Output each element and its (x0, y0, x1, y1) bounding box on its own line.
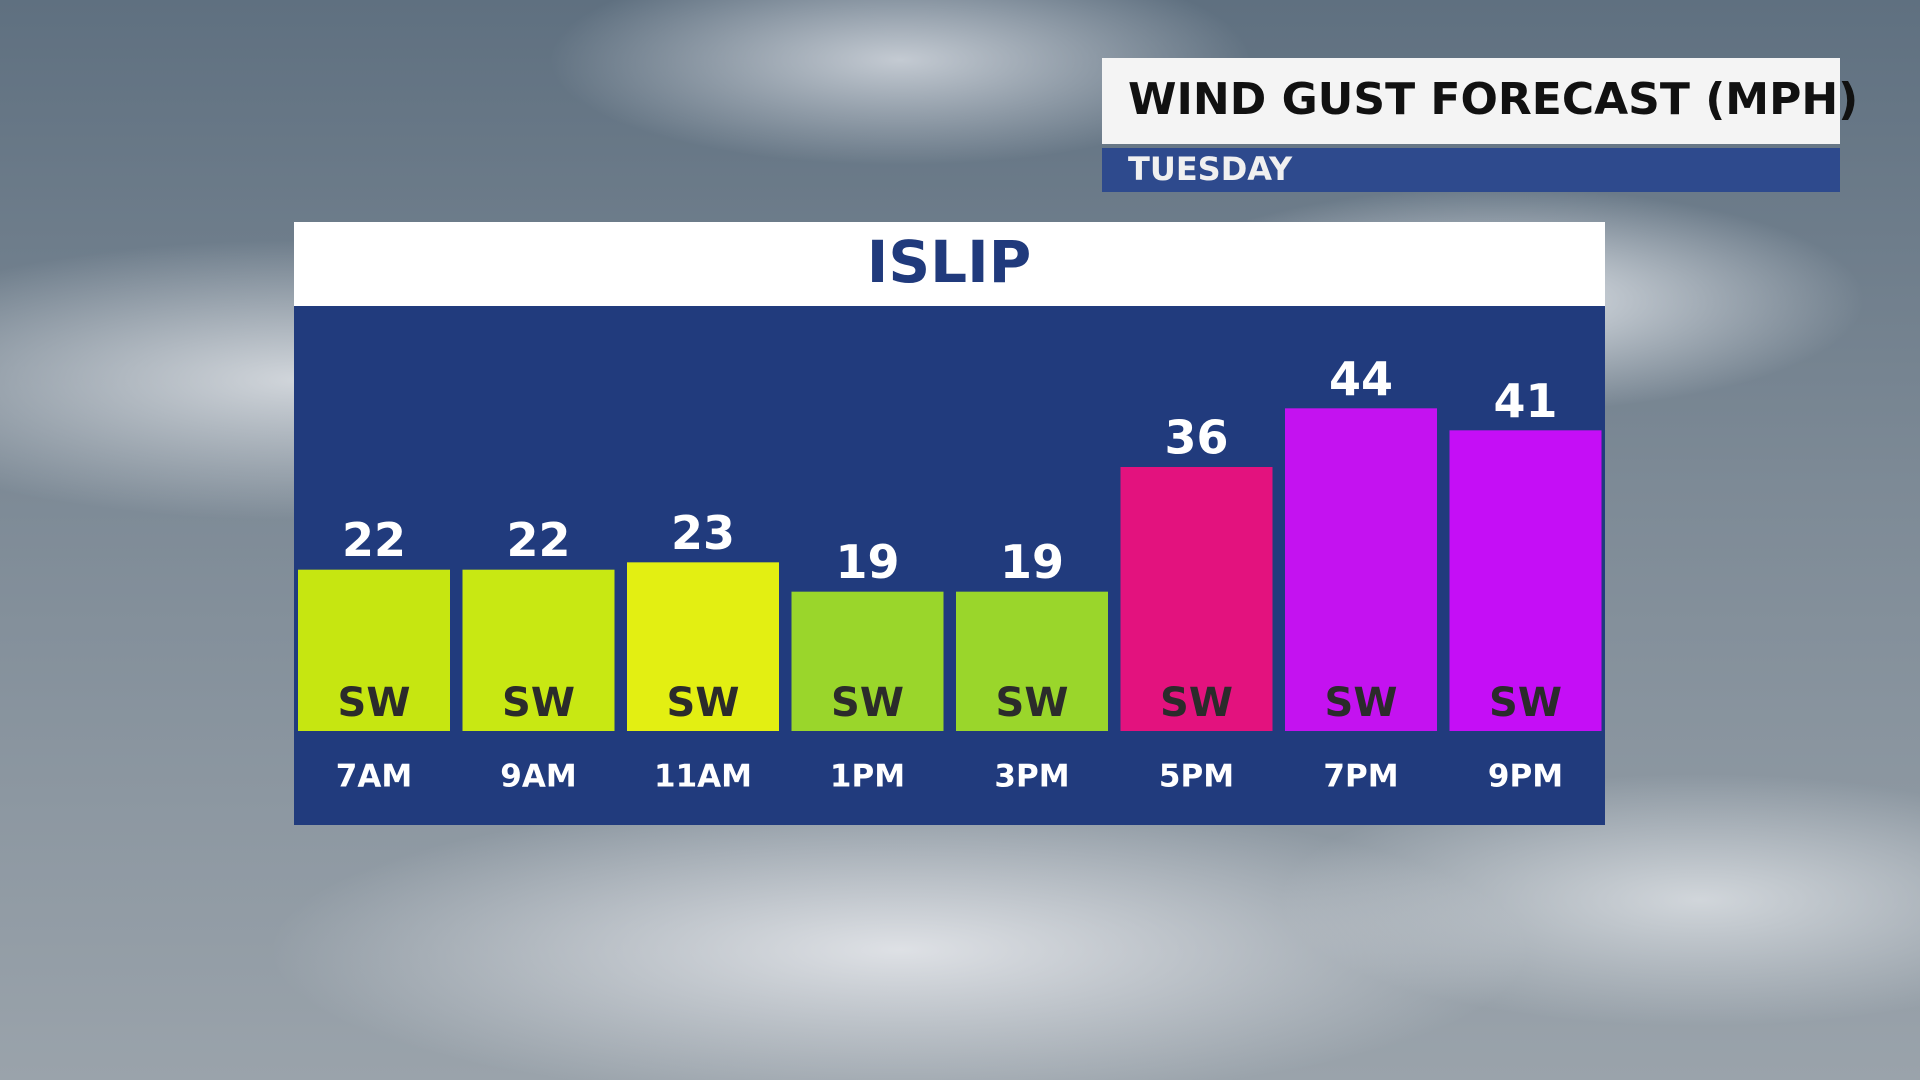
bar (462, 569, 615, 731)
x-tick-label: 5PM (1159, 759, 1234, 795)
bar (627, 562, 779, 731)
chart-subtitle: TUESDAY (1128, 150, 1293, 188)
panel-header (294, 222, 1605, 306)
value-label: 22 (506, 513, 570, 567)
direction-label: SW (502, 680, 575, 726)
location-title: ISLIP (867, 228, 1031, 296)
bar (956, 591, 1108, 731)
x-tick-label: 1PM (830, 759, 905, 795)
direction-label: SW (1325, 680, 1398, 726)
x-tick-label: 11AM (654, 759, 752, 795)
direction-label: SW (1160, 680, 1233, 726)
x-tick-label: 3PM (994, 759, 1069, 795)
x-tick-label: 7PM (1323, 759, 1398, 795)
value-label: 44 (1329, 352, 1393, 406)
direction-label: SW (996, 680, 1069, 726)
x-tick-label: 7AM (336, 759, 412, 795)
direction-label: SW (338, 680, 411, 726)
title-box (1102, 58, 1840, 144)
bar (298, 569, 450, 731)
value-label: 41 (1493, 374, 1557, 428)
value-label: 19 (835, 535, 899, 589)
subtitle-box (1102, 148, 1840, 192)
direction-label: SW (1489, 680, 1562, 726)
value-label: 22 (342, 513, 406, 567)
bar (1449, 430, 1602, 731)
value-label: 36 (1164, 411, 1228, 465)
x-tick-label: 9PM (1488, 759, 1563, 795)
direction-label: SW (831, 680, 904, 726)
bar (791, 591, 944, 731)
x-tick-label: 9AM (500, 759, 576, 795)
bar (1285, 408, 1437, 731)
direction-label: SW (667, 680, 740, 726)
value-label: 23 (671, 506, 735, 560)
value-label: 19 (1000, 535, 1064, 589)
bar (1120, 467, 1273, 731)
chart-title: WIND GUST FORECAST (MPH) (1128, 74, 1858, 125)
